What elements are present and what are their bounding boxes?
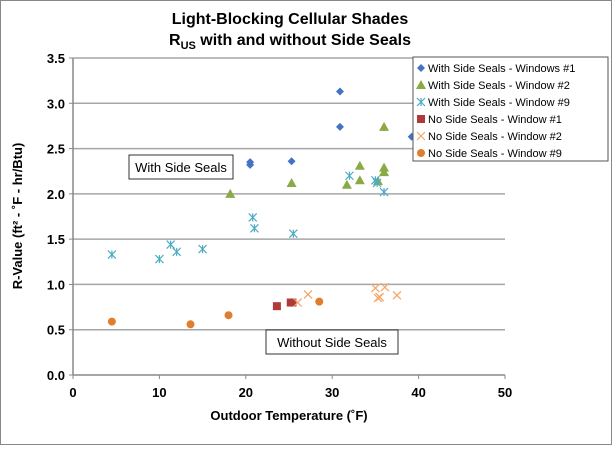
data-point (315, 297, 324, 306)
subtitle-rest: with and without Side Seals (196, 32, 411, 49)
data-point (198, 244, 208, 254)
legend-label: No Side Seals - Window #9 (428, 148, 562, 160)
x-tick-label: 30 (325, 385, 339, 400)
x-tick-label: 50 (498, 385, 512, 400)
data-point (154, 254, 164, 264)
data-point (392, 290, 402, 300)
data-point (354, 175, 365, 185)
data-point (107, 250, 117, 259)
y-tick-label: 1.0 (47, 277, 65, 292)
chart-subtitle: RUS with and without Side Seals (169, 32, 411, 52)
legend-item: With Side Seals - Windows #1 (417, 63, 575, 75)
legend-label: No Side Seals - Window #1 (428, 114, 562, 126)
legend-marker (416, 80, 426, 89)
data-point (166, 240, 176, 250)
y-tick-label: 0.5 (47, 323, 65, 338)
data-point (354, 160, 365, 170)
y-tick-label: 1.5 (47, 232, 65, 247)
legend: With Side Seals - Windows #1 With Side Se… (412, 56, 609, 162)
y-tick-label: 3.0 (47, 96, 65, 111)
legend-item: With Side Seals - Window #2 (416, 80, 570, 92)
data-point (379, 121, 390, 131)
legend-marker (416, 131, 426, 141)
legend-marker (416, 97, 426, 107)
x-tick-label: 10 (152, 385, 166, 400)
data-point (379, 187, 389, 197)
legend-label: With Side Seals - Window #9 (428, 97, 570, 109)
legend-item: No Side Seals - Window #1 (417, 114, 562, 126)
chart-title: Light-Blocking Cellular Shades (172, 11, 409, 28)
legend-label: With Side Seals - Windows #1 (428, 63, 575, 75)
annotation-text: Without Side Seals (277, 335, 387, 350)
data-point (286, 177, 297, 187)
data-point (288, 229, 298, 239)
legend-marker (417, 64, 425, 72)
x-tick-label: 20 (239, 385, 253, 400)
legend-item: With Side Seals - Window #9 (416, 97, 570, 109)
annotation-text: With Side Seals (135, 160, 227, 175)
data-point (225, 188, 236, 198)
data-points (107, 87, 416, 329)
data-point (341, 179, 352, 189)
x-axis-label: Outdoor Temperature (˚F) (210, 408, 367, 423)
data-point (272, 302, 281, 311)
subtitle-sub: US (181, 40, 196, 52)
data-point (370, 283, 380, 293)
data-point (186, 320, 195, 329)
legend-label: No Side Seals - Window #2 (428, 131, 562, 143)
data-point (345, 171, 354, 181)
data-point (335, 87, 344, 96)
data-point (303, 289, 313, 299)
data-point (246, 160, 255, 169)
data-point (287, 157, 296, 166)
y-tick-label: 2.5 (47, 142, 65, 157)
data-point (248, 212, 258, 222)
axes: 0.0 0.5 1.0 1.5 2.0 2.5 3.0 3.5 0 10 20 30 40 50 (47, 51, 512, 400)
y-tick-label: 3.5 (47, 51, 65, 66)
data-point (373, 293, 383, 303)
legend-marker (417, 149, 425, 157)
x-tick-label: 0 (69, 385, 76, 400)
legend-item: No Side Seals - Window #2 (416, 131, 562, 143)
data-point (380, 282, 390, 292)
data-point (370, 175, 380, 185)
annotation-with-side-seals: With Side Seals (128, 154, 234, 180)
legend-item: No Side Seals - Window #9 (417, 148, 562, 160)
data-point (372, 178, 382, 188)
data-point (335, 122, 344, 131)
data-point (293, 298, 303, 307)
data-point (107, 317, 116, 326)
legend-label: With Side Seals - Window #2 (428, 80, 570, 92)
data-point (288, 298, 297, 307)
data-point (224, 311, 233, 320)
y-tick-label: 2.0 (47, 187, 65, 202)
legend-marker (417, 115, 425, 123)
data-point (172, 247, 182, 257)
data-point (379, 162, 390, 172)
y-tick-label: 0.0 (47, 368, 65, 383)
annotation-without-side-seals: Without Side Seals (265, 329, 399, 355)
subtitle-main: R (169, 32, 181, 49)
y-axis-label: R-Value (ft² - ˚F - hr/Btu) (10, 143, 25, 290)
data-point (379, 167, 390, 177)
x-tick-label: 40 (411, 385, 425, 400)
data-point (250, 223, 259, 233)
